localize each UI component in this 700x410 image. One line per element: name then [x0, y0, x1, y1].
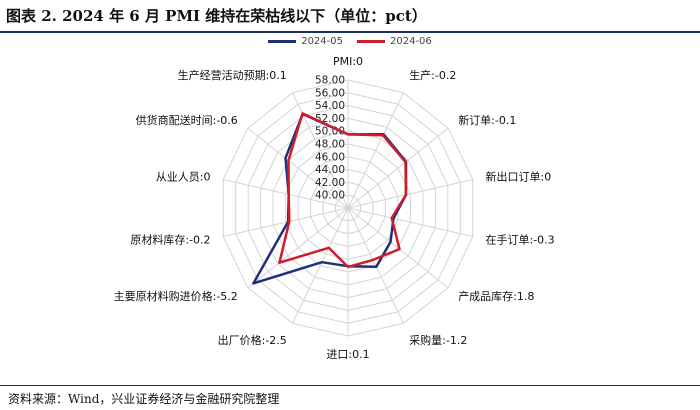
category-label: 生产:-0.2: [409, 68, 456, 82]
category-label: 供货商配送时间:-0.6: [136, 113, 238, 127]
category-label: 出厂价格:-2.5: [218, 333, 287, 347]
r-tick-label: 56.00: [315, 87, 345, 99]
category-label: 进口:0.1: [326, 348, 369, 361]
category-label: PMI:0: [333, 55, 363, 68]
chart-legend: 2024-05 2024-06: [0, 36, 700, 47]
grid-spoke-9: [247, 207, 349, 289]
r-tick-label: 58.00: [315, 75, 345, 87]
legend-label-series-2: 2024-06: [390, 36, 432, 47]
figure-title: 图表 2. 2024 年 6 月 PMI 维持在荣枯线以下（单位：pct）: [6, 7, 427, 25]
grid-spoke-10: [223, 207, 349, 237]
r-tick-label: 40.00: [315, 190, 345, 202]
legend-swatch-series-1: [268, 40, 297, 43]
grid-spoke-4: [347, 207, 473, 237]
r-tick-label: 46.00: [315, 151, 345, 163]
category-label: 从业人员:0: [156, 171, 211, 184]
figure-title-bar: 图表 2. 2024 年 6 月 PMI 维持在荣枯线以下（单位：pct）: [0, 0, 700, 33]
category-label: 新订单:-0.1: [458, 113, 516, 127]
category-label: 原材料库存:-0.2: [130, 232, 210, 246]
source-bar: 资料来源：Wind，兴业证券经济与金融研究院整理: [0, 385, 700, 410]
radar-chart: 40.0042.0044.0046.0048.0050.0052.0054.00…: [114, 55, 555, 361]
category-label: 在手订单:-0.3: [486, 232, 555, 246]
category-label: 采购量:-1.2: [409, 333, 467, 347]
legend-label-series-1: 2024-05: [301, 36, 343, 47]
series-line-2: [278, 112, 408, 269]
r-tick-label: 54.00: [315, 100, 345, 112]
r-tick-label: 52.00: [315, 113, 345, 125]
grid-spoke-12: [247, 127, 349, 209]
source-note: 资料来源：Wind，兴业证券经济与金融研究院整理: [8, 392, 280, 406]
grid-spoke-1: [347, 92, 404, 209]
grid-spoke-2: [347, 127, 449, 209]
category-label: 生产经营活动预期:0.1: [178, 68, 287, 82]
r-tick-label: 42.00: [315, 177, 345, 189]
legend-item-series-2: 2024-06: [357, 36, 432, 47]
legend-item-series-1: 2024-05: [268, 36, 343, 47]
category-label: 产成品库存:1.8: [458, 289, 534, 303]
grid-spoke-8: [292, 207, 349, 324]
r-tick-label: 48.00: [315, 139, 345, 151]
grid-spoke-13: [292, 92, 349, 209]
legend-swatch-series-2: [357, 40, 385, 43]
r-tick-label: 44.00: [315, 164, 345, 176]
grid-spoke-11: [223, 179, 349, 209]
category-label: 主要原材料购进价格:-5.2: [114, 289, 238, 303]
grid-spoke-3: [347, 179, 473, 209]
category-label: 新出口订单:0: [486, 170, 552, 184]
